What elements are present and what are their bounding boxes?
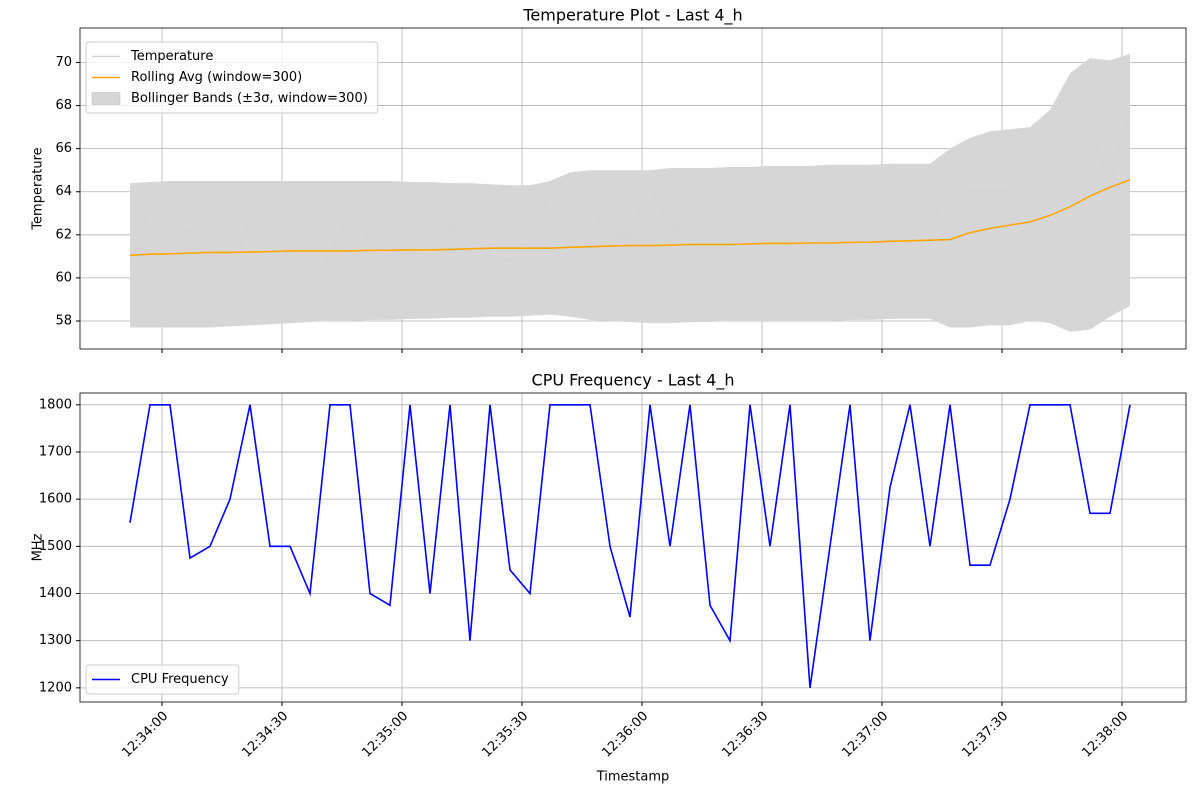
x-tick-label: 12:35:00 xyxy=(359,709,411,761)
legend: Temperature Rolling Avg (window=300) Bolli… xyxy=(85,41,379,114)
y-tick-label: 1400 xyxy=(39,586,72,601)
y-tick-label: 60 xyxy=(55,270,72,285)
legend-frame xyxy=(85,41,379,114)
legend: CPU Frequency xyxy=(85,664,240,695)
axes-frame xyxy=(79,392,1187,703)
y-tick-label: 1500 xyxy=(39,539,72,554)
plot-area: 1200 1300 1400 1500 1600 1700 1800 12:34:00 12:3… xyxy=(31,371,1187,785)
x-tick-label: 12:34:30 xyxy=(239,709,291,761)
chart-title: CPU Frequency - Last 4_h xyxy=(532,371,735,391)
x-tick-label: 12:34:00 xyxy=(119,709,171,761)
legend-frame xyxy=(85,664,240,695)
x-axis-label: Timestamp xyxy=(596,770,670,785)
series-line xyxy=(129,403,1131,688)
legend-label: Temperature xyxy=(130,49,213,64)
y-tick-label: 70 xyxy=(55,55,72,70)
series-line xyxy=(129,179,1131,257)
x-tick-label: 12:37:00 xyxy=(839,709,891,761)
plot-area: 58 60 62 64 66 68 70 Temperature Plot - Last 4_… xyxy=(31,6,1187,353)
legend-swatch xyxy=(91,92,121,105)
x-tick-label: 12:35:30 xyxy=(479,709,531,761)
legend-label: CPU Frequency xyxy=(131,672,229,687)
y-tick-label: 58 xyxy=(55,313,72,328)
x-tick-label: 12:38:00 xyxy=(1079,709,1131,761)
y-tick-label: 1700 xyxy=(39,444,72,459)
y-tick-label: 64 xyxy=(55,184,72,199)
band-area xyxy=(130,53,1130,332)
series-line xyxy=(129,116,1131,279)
y-tick-label: 1600 xyxy=(39,492,72,507)
y-tick-label: 1300 xyxy=(39,633,72,648)
y-tick-label: 66 xyxy=(55,141,72,156)
axes-frame xyxy=(79,27,1187,350)
legend-label: Rolling Avg (window=300) xyxy=(131,70,302,85)
chart-title: Temperature Plot - Last 4_h xyxy=(522,6,742,26)
x-tick-label: 12:37:30 xyxy=(959,709,1011,761)
y-axis-label: Temperature xyxy=(31,147,46,230)
y-tick-label: 1800 xyxy=(39,397,72,412)
y-tick-label: 1200 xyxy=(39,680,72,695)
legend-label: Bollinger Bands (±3σ, window=300) xyxy=(131,91,368,106)
y-axis-label: MHz xyxy=(31,533,46,561)
axes-background xyxy=(80,393,1186,702)
y-tick-label: 68 xyxy=(55,98,72,113)
y-tick-label: 62 xyxy=(55,227,72,242)
x-tick-label: 12:36:00 xyxy=(599,709,651,761)
x-tick-label: 12:36:30 xyxy=(719,709,771,761)
